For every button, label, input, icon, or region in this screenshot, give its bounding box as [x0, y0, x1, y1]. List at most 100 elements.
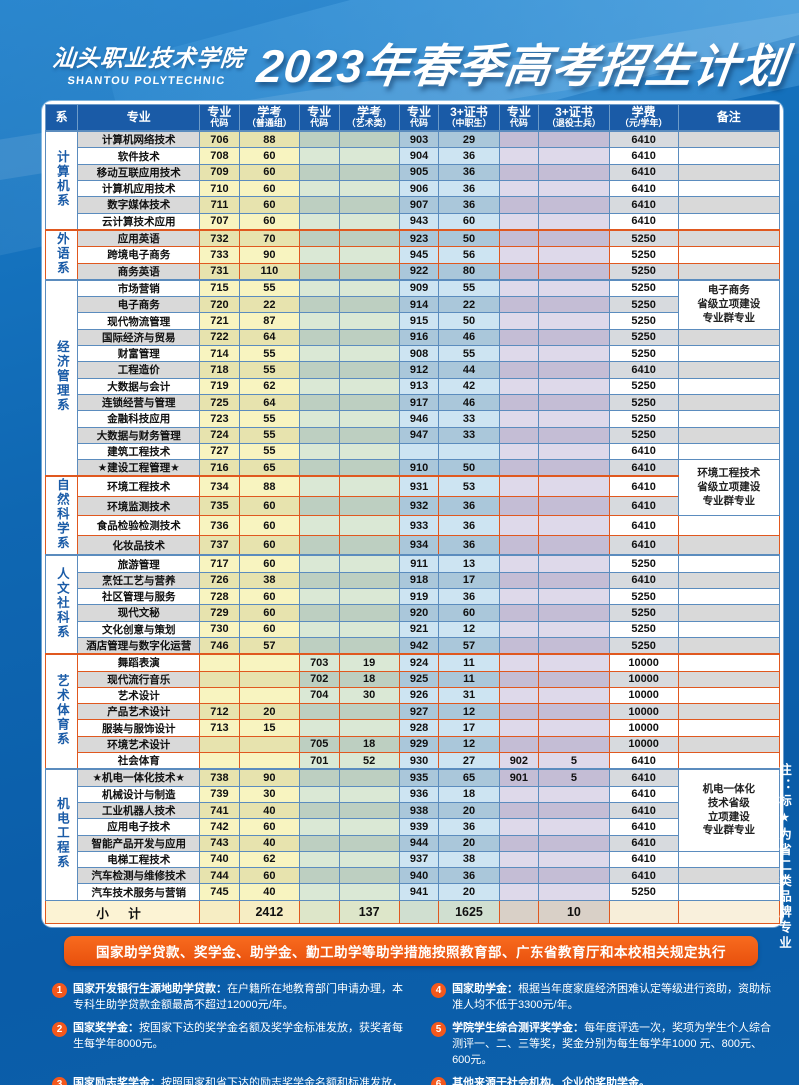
value-cell: 729 — [199, 604, 240, 622]
value-cell — [538, 719, 610, 737]
value-cell: 60 — [238, 163, 300, 181]
value-cell: 936 — [398, 785, 440, 803]
value-cell: 6410 — [608, 196, 679, 214]
value-cell: 29 — [438, 130, 500, 149]
subtotal-value — [398, 900, 440, 924]
remark-cell — [677, 246, 781, 264]
value-cell: 713 — [199, 719, 240, 737]
value-cell — [199, 653, 240, 672]
value-cell: 708 — [199, 147, 240, 165]
major-cell: 汽车检测与维修技术 — [77, 867, 201, 885]
value-cell — [538, 735, 610, 753]
major-cell: 数字媒体技术 — [77, 196, 201, 214]
value-cell — [498, 196, 540, 214]
value-cell — [338, 554, 400, 573]
remark-cell — [677, 735, 781, 753]
value-cell — [238, 653, 300, 672]
value-cell: 914 — [398, 296, 440, 314]
value-cell — [498, 670, 540, 688]
remark-cell — [677, 147, 781, 165]
value-cell: 18 — [338, 670, 400, 688]
table-row: 环境艺术设计 705 18 929 12 10000 — [46, 735, 781, 753]
value-cell: 20 — [438, 883, 500, 901]
value-cell: 927 — [398, 703, 440, 721]
value-cell: 31 — [438, 686, 500, 705]
major-cell: 服装与服饰设计 — [77, 719, 201, 737]
value-cell — [538, 515, 610, 536]
value-cell: 56 — [438, 246, 500, 264]
value-cell: 726 — [199, 571, 240, 589]
table-row: 大数据与会计 719 62 913 42 5250 — [46, 377, 781, 395]
admission-table-frame: 系专业 专业 代码 学考 （普通组） 专业 代码 学考 （艺术类） 专业 代码 3+证书 （中职生） 专业… — [42, 101, 783, 927]
table-row: 社会体育 701 52 930 27 902 5 6410 — [46, 751, 781, 770]
value-cell: 743 — [199, 834, 240, 852]
value-cell — [498, 850, 540, 869]
value-cell: 717 — [199, 554, 240, 573]
value-cell — [338, 278, 400, 298]
value-cell — [298, 147, 340, 165]
value-cell: 735 — [199, 495, 240, 517]
value-cell — [338, 801, 400, 820]
value-cell: 10000 — [608, 670, 679, 688]
major-cell: 大数据与会计 — [77, 377, 201, 395]
column-header: 专业 代码 — [398, 104, 440, 132]
footnote-item: 4 国家助学金：根据当年度家庭经济困难认定等级进行资助，资助标准人均不低于3300… — [431, 982, 778, 1014]
masthead: 汕头职业技术学院 SHANTOU POLYTECHNIC 2023年春季高考招生… — [51, 26, 790, 100]
remark-cell — [677, 571, 781, 589]
value-cell — [298, 703, 340, 721]
major-cell: 化妆品技术 — [77, 534, 201, 556]
value-cell — [238, 735, 300, 753]
value-cell — [498, 179, 540, 198]
footnote-item: 6 其他来源于社会机构、企业的奖助学金。 — [431, 1076, 778, 1085]
value-cell — [498, 653, 540, 672]
table-row: 智能产品开发与应用 743 40 944 20 6410 — [46, 834, 780, 852]
value-cell: 6410 — [608, 495, 679, 517]
remark-cell: 机电一体化 技术省级 立项建设 专业群专业 — [677, 768, 781, 852]
value-cell — [498, 495, 540, 517]
value-cell — [538, 393, 610, 412]
footnote-item: 2 国家奖学金：按国家下达的奖学金名额及奖学金标准发放，获奖者每生每学年8000元… — [52, 1021, 405, 1069]
value-cell: 932 — [398, 495, 440, 517]
value-cell: 728 — [199, 587, 240, 606]
table-row: 产品艺术设计 712 20 927 12 10000 — [46, 703, 781, 721]
value-cell — [298, 587, 340, 606]
table-row: 艺术体育系 舞蹈表演 703 19 924 11 10000 — [44, 653, 781, 770]
column-header: 专业 代码 — [199, 104, 240, 132]
value-cell: 923 — [398, 228, 440, 248]
value-cell: 5250 — [608, 328, 679, 347]
remark-cell — [677, 670, 781, 688]
column-header: 学费 （元/学年） — [608, 104, 679, 132]
value-cell: 60 — [438, 212, 500, 231]
remark-cell — [677, 534, 781, 556]
table-row: 服装与服饰设计 713 15 928 17 10000 — [46, 719, 781, 737]
value-cell: 60 — [238, 604, 300, 622]
value-cell: 55 — [238, 442, 300, 461]
value-cell: 6410 — [608, 163, 679, 181]
value-cell: 60 — [238, 495, 300, 517]
value-cell: 6410 — [608, 751, 679, 770]
value-cell: 6410 — [608, 442, 679, 461]
remark-cell — [677, 719, 781, 737]
table-row: 云计算技术应用 707 60 943 60 6410 — [46, 212, 781, 231]
value-cell — [338, 361, 400, 379]
value-cell — [498, 515, 540, 536]
value-cell: 727 — [199, 442, 240, 461]
value-cell: 36 — [438, 867, 500, 885]
footnotes: 1 国家开发银行生源地助学贷款：在户籍所在地教育部门申请办理，本专科生助学贷款金额… — [52, 982, 778, 1085]
value-cell — [438, 442, 500, 461]
value-cell: 87 — [238, 312, 300, 330]
value-cell — [338, 262, 400, 281]
value-cell: 27 — [438, 751, 500, 770]
value-cell: 60 — [438, 604, 500, 622]
value-cell: 64 — [238, 328, 300, 347]
table-row: 应用电子技术 742 60 939 36 6410 — [46, 818, 780, 836]
major-cell: 电子商务 — [77, 296, 201, 314]
remark-cell — [677, 686, 781, 705]
value-cell — [538, 312, 610, 330]
value-cell — [298, 212, 340, 231]
major-cell: 机械设计与制造 — [77, 785, 201, 803]
value-cell: 6410 — [608, 850, 679, 869]
footnote-text: 国家开发银行生源地助学贷款：在户籍所在地教育部门申请办理，本专科生助学贷款金额最… — [73, 983, 403, 1011]
footnote-item: 3 国家励志奖学金：按照国家和省下达的励志奖学金名额和标准发放，获奖者每生每学年5… — [52, 1076, 405, 1085]
subtotal-value — [199, 900, 240, 924]
